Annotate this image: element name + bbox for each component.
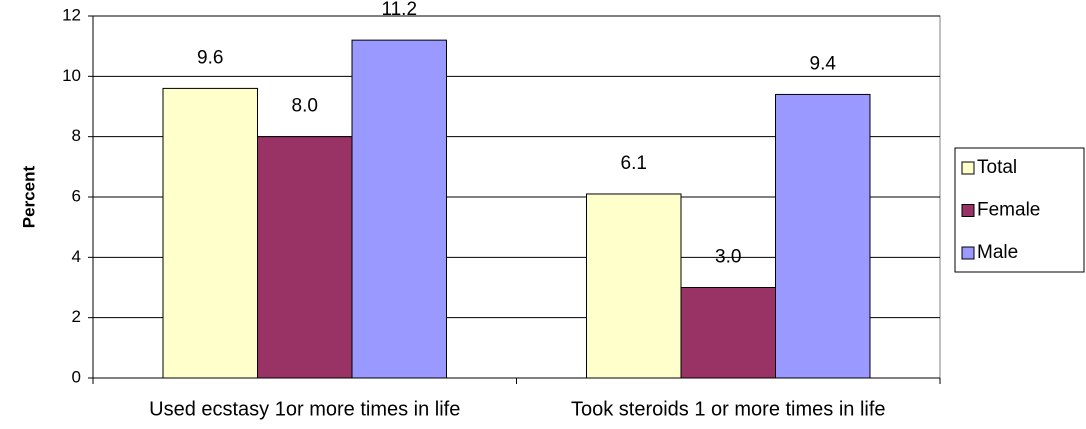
value-label: 8.0 xyxy=(292,96,318,117)
bar xyxy=(351,39,447,379)
value-label: 9.4 xyxy=(810,53,837,74)
y-tick-label: 2 xyxy=(72,307,81,326)
bar xyxy=(586,193,682,379)
legend-label: Male xyxy=(977,242,1018,263)
legend-swatch xyxy=(961,161,975,175)
value-label: 11.2 xyxy=(381,0,417,20)
y-tick-label: 4 xyxy=(72,247,81,266)
value-label: 6.1 xyxy=(621,153,647,174)
y-axis-title: Percent xyxy=(19,165,38,228)
legend xyxy=(954,147,1085,273)
x-tick-label: Used ecstasy 1or more times in life xyxy=(149,398,460,420)
bar xyxy=(162,87,258,379)
legend-box xyxy=(954,147,1085,273)
y-tick-label: 6 xyxy=(72,186,81,205)
legend-swatch xyxy=(961,204,975,217)
bar xyxy=(680,287,776,379)
value-label: 9.6 xyxy=(197,47,223,68)
legend-swatch xyxy=(961,246,975,260)
x-tick-label: Took steroids 1 or more times in life xyxy=(571,398,886,420)
legend-label: Total xyxy=(977,157,1017,178)
y-tick-label: 8 xyxy=(72,126,81,145)
y-tick-label: 0 xyxy=(72,367,81,386)
bar xyxy=(257,136,353,379)
bar xyxy=(775,93,871,379)
legend-label: Female xyxy=(977,200,1040,221)
value-label: 3.0 xyxy=(715,247,741,268)
y-tick-label: 10 xyxy=(62,66,81,85)
y-tick-label: 12 xyxy=(62,5,81,24)
